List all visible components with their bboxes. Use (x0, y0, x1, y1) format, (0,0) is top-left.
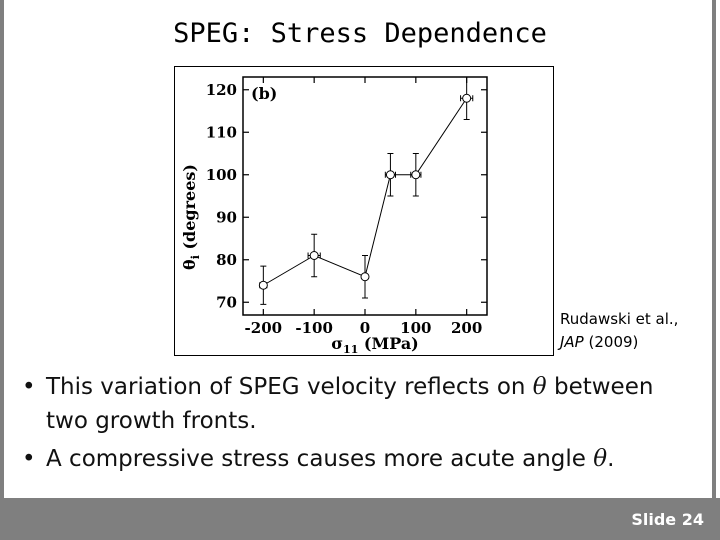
citation-authors: Rudawski et al., (560, 310, 679, 328)
bullet-item: • This variation of SPEG velocity reflec… (22, 370, 702, 438)
bullet-text-end: between two growth fronts. (46, 374, 654, 434)
series-line (263, 97, 468, 286)
y-tick-label: 90 (216, 208, 237, 226)
footer-bar: Slide 24 (0, 498, 720, 540)
x-tick-label: 200 (451, 319, 482, 337)
bullet-dot-icon: • (22, 446, 36, 472)
data-point (258, 280, 268, 290)
bullet-list: • This variation of SPEG velocity reflec… (22, 370, 702, 480)
bullet-dot-icon: • (22, 374, 36, 400)
data-point (462, 93, 472, 103)
slide-number: Slide 24 (631, 510, 704, 529)
bullet-text: A compressive stress causes more acute a… (46, 446, 594, 472)
x-tick-label: -100 (295, 319, 333, 337)
chart-panel: σ11 (MPa) θi (degrees) -200 -100 0 100 200 70… (174, 66, 554, 356)
y-axis-label: θi (degrees) (180, 164, 202, 270)
citation-year: (2009) (588, 333, 639, 351)
x-tick-label: -200 (245, 319, 283, 337)
data-point (309, 251, 319, 260)
slide-title: SPEG: Stress Dependence (173, 18, 547, 49)
panel-label: (b) (251, 84, 277, 103)
x-tick-label: 100 (400, 319, 431, 337)
y-tick-label: 80 (216, 251, 237, 269)
citation-source: JAP (2009) (560, 331, 678, 354)
theta-symbol: θ (532, 374, 547, 400)
bullet-text: This variation of SPEG velocity reflects… (46, 374, 533, 400)
slide-frame (0, 0, 716, 498)
data-point (411, 170, 421, 180)
theta-symbol: θ (593, 446, 608, 472)
y-tick-label: 70 (216, 293, 237, 311)
x-tick-label: 0 (360, 319, 370, 337)
citation: Rudawski et al., JAP (2009) (560, 308, 678, 354)
data-point (385, 170, 395, 180)
bullet-item: • A compressive stress causes more acute… (22, 442, 702, 476)
stress-dependence-chart: σ11 (MPa) θi (degrees) -200 -100 0 100 200 70… (180, 76, 488, 355)
bullet-text-end: . (607, 446, 615, 472)
y-tick-label: 100 (206, 166, 237, 184)
x-axis-label: σ11 (MPa) (331, 334, 419, 355)
y-tick-label: 120 (206, 81, 237, 99)
data-point (360, 272, 370, 282)
citation-journal: JAP (560, 333, 584, 351)
y-tick-label: 110 (206, 123, 237, 141)
